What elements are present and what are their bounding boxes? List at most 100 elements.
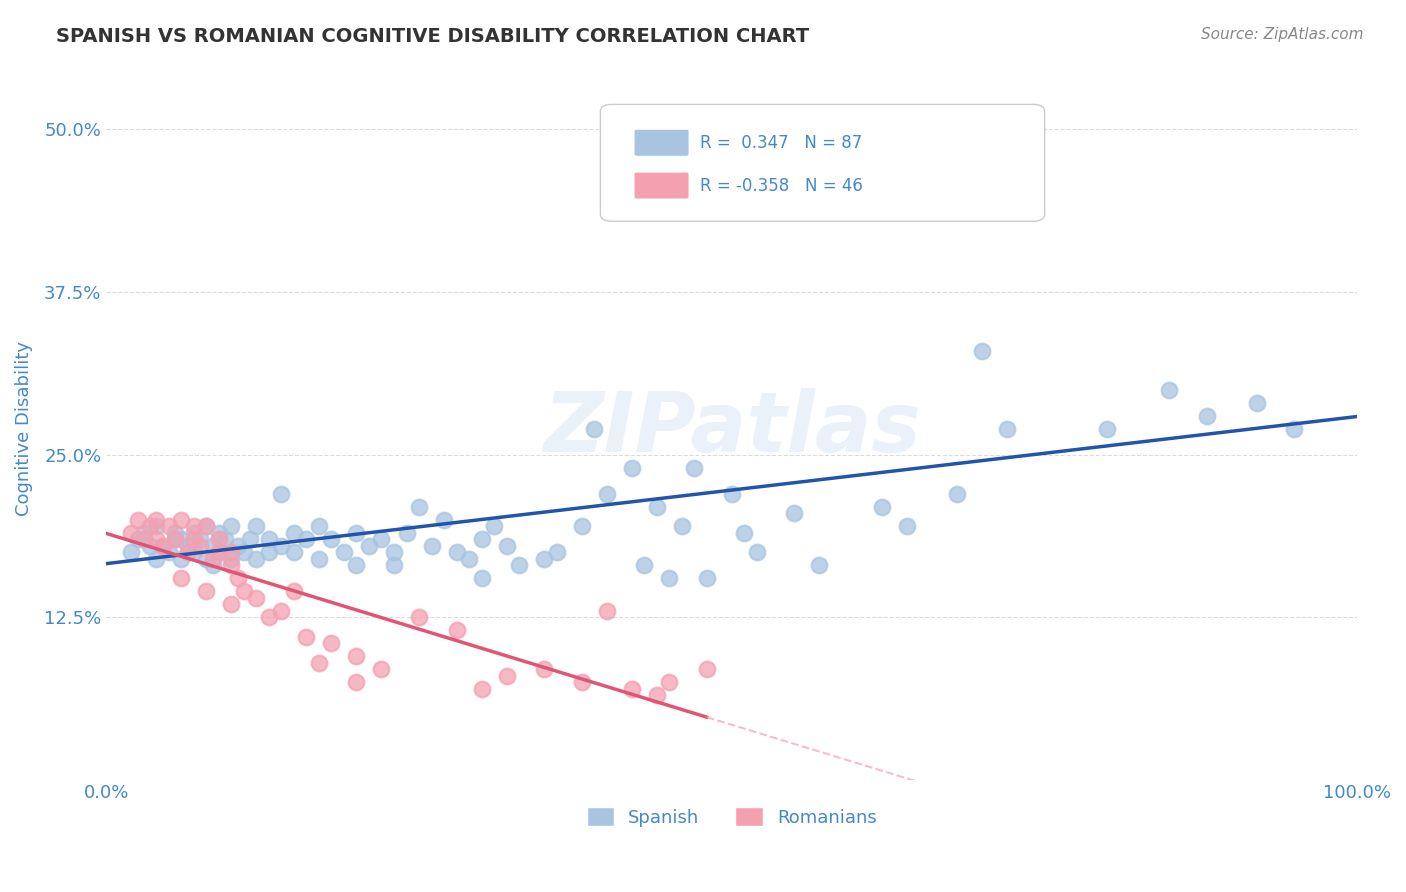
Point xyxy=(321,636,343,650)
Point xyxy=(408,610,430,624)
Point xyxy=(321,532,343,546)
Point xyxy=(221,545,243,559)
Point xyxy=(120,525,142,540)
Text: ZIPatlas: ZIPatlas xyxy=(543,388,921,469)
Point xyxy=(257,532,280,546)
Text: R = -0.358   N = 46: R = -0.358 N = 46 xyxy=(700,177,863,194)
Point xyxy=(145,512,167,526)
Point xyxy=(620,460,643,475)
Point xyxy=(346,675,368,690)
Point xyxy=(283,525,305,540)
Point xyxy=(620,681,643,696)
Point xyxy=(583,421,606,435)
Point xyxy=(208,545,231,559)
Point xyxy=(152,539,174,553)
Point xyxy=(283,545,305,559)
Text: Source: ZipAtlas.com: Source: ZipAtlas.com xyxy=(1201,27,1364,42)
Point xyxy=(195,519,218,533)
Point xyxy=(195,584,218,599)
Point xyxy=(896,519,918,533)
Point xyxy=(201,558,224,572)
Point xyxy=(245,591,267,605)
Point xyxy=(546,545,568,559)
Point xyxy=(671,519,693,533)
Point xyxy=(127,512,149,526)
Point xyxy=(176,545,198,559)
Text: R =  0.347   N = 87: R = 0.347 N = 87 xyxy=(700,134,862,152)
Point xyxy=(176,539,198,553)
Point xyxy=(595,486,617,500)
Point xyxy=(870,500,893,514)
Point xyxy=(395,525,418,540)
Point xyxy=(382,558,405,572)
Point xyxy=(157,545,180,559)
Point xyxy=(183,525,205,540)
Point xyxy=(232,584,254,599)
Point xyxy=(170,512,193,526)
Point xyxy=(1246,395,1268,409)
Point xyxy=(658,675,681,690)
Point xyxy=(239,532,262,546)
Point xyxy=(433,512,456,526)
Point xyxy=(208,545,231,559)
Point xyxy=(139,539,162,553)
Point xyxy=(165,525,187,540)
Point xyxy=(595,603,617,617)
Point xyxy=(720,110,742,124)
Point xyxy=(201,539,224,553)
Point xyxy=(188,539,211,553)
Point xyxy=(645,688,668,702)
Point xyxy=(470,532,492,546)
Point xyxy=(1284,421,1306,435)
Point xyxy=(470,681,492,696)
Point xyxy=(1095,421,1118,435)
Point xyxy=(245,519,267,533)
Point xyxy=(226,571,249,585)
Point xyxy=(208,532,231,546)
Point xyxy=(346,525,368,540)
Point xyxy=(458,551,481,566)
Point xyxy=(295,630,318,644)
Point xyxy=(270,603,292,617)
Point xyxy=(533,662,555,676)
Point xyxy=(188,532,211,546)
Point xyxy=(1159,383,1181,397)
Point xyxy=(346,558,368,572)
Point xyxy=(357,539,380,553)
Point xyxy=(257,545,280,559)
Point xyxy=(470,571,492,585)
Point xyxy=(446,623,468,637)
Point xyxy=(183,519,205,533)
Point xyxy=(170,532,193,546)
Point xyxy=(346,649,368,664)
Point xyxy=(308,551,330,566)
Text: SPANISH VS ROMANIAN COGNITIVE DISABILITY CORRELATION CHART: SPANISH VS ROMANIAN COGNITIVE DISABILITY… xyxy=(56,27,810,45)
Point xyxy=(995,421,1018,435)
Point xyxy=(145,532,167,546)
Point xyxy=(257,610,280,624)
Point xyxy=(170,571,193,585)
Point xyxy=(195,551,218,566)
Point xyxy=(308,519,330,533)
Point xyxy=(132,525,155,540)
Y-axis label: Cognitive Disability: Cognitive Disability xyxy=(15,341,32,516)
Point xyxy=(970,343,993,358)
Point xyxy=(1195,409,1218,423)
Point xyxy=(382,545,405,559)
Point xyxy=(232,545,254,559)
Point xyxy=(533,551,555,566)
Point xyxy=(745,545,768,559)
Point xyxy=(226,539,249,553)
Point xyxy=(221,519,243,533)
Point xyxy=(208,525,231,540)
Point xyxy=(195,519,218,533)
Point xyxy=(495,668,517,682)
Point xyxy=(183,545,205,559)
Point xyxy=(157,519,180,533)
Point xyxy=(482,519,505,533)
Point xyxy=(495,539,517,553)
Point xyxy=(170,551,193,566)
Point xyxy=(183,532,205,546)
Point xyxy=(120,545,142,559)
Point xyxy=(571,675,593,690)
